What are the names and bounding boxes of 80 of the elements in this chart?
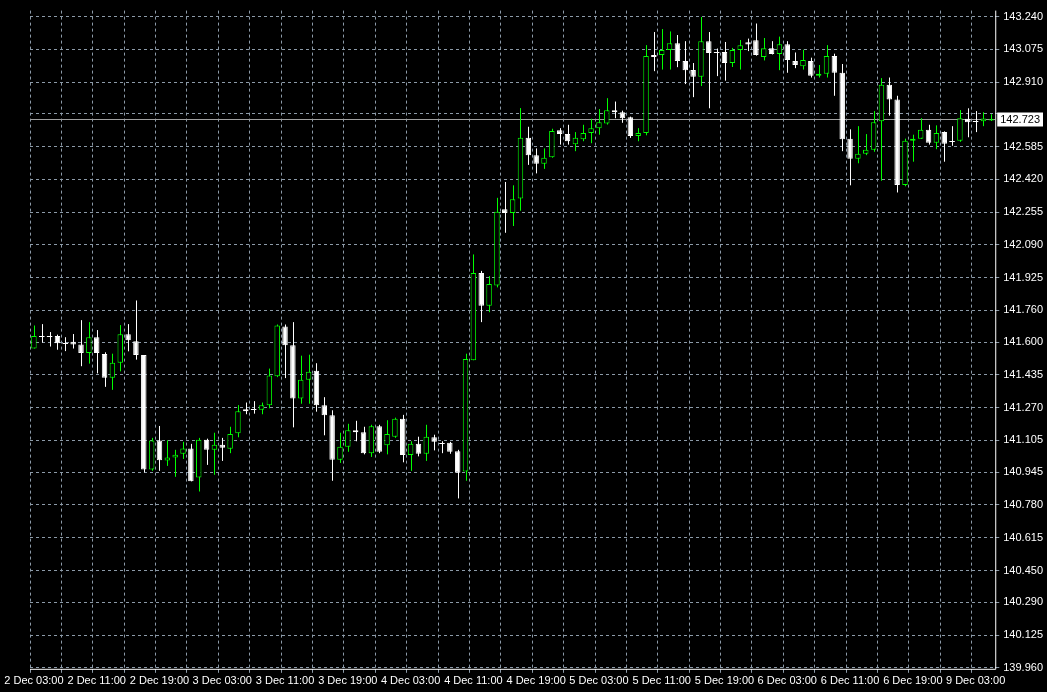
x-tick-label: 3 Dec 03:00	[192, 674, 252, 687]
candlestick	[486, 275, 492, 313]
candlestick	[713, 48, 720, 77]
candlestick	[533, 147, 539, 174]
candlestick	[46, 331, 53, 348]
candlestick	[384, 419, 390, 455]
x-tick-label: 4 Dec 19:00	[506, 674, 566, 687]
candlestick	[957, 109, 963, 143]
candlestick	[855, 125, 861, 164]
x-tick-label: 2 Dec 19:00	[129, 674, 190, 687]
candlestick	[282, 324, 288, 379]
candlestick	[847, 128, 853, 186]
candlestick	[541, 147, 547, 170]
candlestick	[690, 62, 696, 98]
y-tick-label: 141.270	[1003, 400, 1043, 413]
y-tick-label: 143.240	[1003, 9, 1043, 22]
y-tick-label: 141.925	[1003, 270, 1043, 283]
x-tick-label: 4 Dec 11:00	[444, 674, 503, 687]
candlestick	[211, 432, 218, 476]
candlestick	[706, 31, 712, 109]
candlestick	[235, 404, 241, 438]
y-tick-label: 142.255	[1003, 205, 1043, 218]
x-tick-label: 4 Dec 03:00	[380, 674, 441, 687]
y-tick-label: 140.125	[1003, 628, 1043, 641]
candlestick	[219, 437, 226, 462]
candlestick	[948, 125, 956, 147]
candlestick	[604, 97, 610, 126]
y-tick-label: 140.615	[1003, 530, 1043, 543]
candlestick	[250, 400, 257, 415]
candlestick	[588, 118, 594, 144]
candlestick	[753, 23, 759, 57]
candlestick	[125, 323, 131, 352]
candlestick	[863, 133, 869, 156]
candlestick	[172, 449, 178, 478]
y-tick-label: 140.290	[1003, 595, 1043, 608]
y-tick-label: 140.450	[1003, 563, 1043, 576]
candlestick	[62, 336, 69, 352]
candlestick	[596, 108, 602, 136]
x-tick-label: 6 Dec 03:00	[757, 674, 817, 687]
y-tick-label: 140.945	[1003, 465, 1043, 478]
x-tick-label: 9 Dec 03:00	[945, 674, 1006, 687]
y-tick-label: 141.760	[1003, 303, 1043, 316]
candlestick	[78, 319, 84, 367]
x-tick-label: 3 Dec 11:00	[255, 674, 315, 687]
y-tick-label: 140.780	[1003, 498, 1043, 511]
y-tick-label: 142.090	[1003, 237, 1043, 250]
x-tick-label: 2 Dec 11:00	[67, 674, 126, 687]
x-tick-label: 2 Dec 03:00	[4, 674, 64, 687]
candlestick	[164, 439, 171, 467]
candlestick	[658, 28, 665, 71]
x-tick-label: 5 Dec 03:00	[569, 674, 629, 687]
candlestick	[737, 39, 743, 71]
x-tick-label: 3 Dec 19:00	[318, 674, 378, 687]
candlestick	[392, 417, 398, 439]
y-tick-label: 142.910	[1003, 75, 1043, 88]
candlestick	[227, 426, 233, 454]
x-tick-label: 6 Dec 11:00	[820, 674, 880, 687]
candlestick	[941, 130, 947, 163]
candlestick	[808, 57, 814, 79]
ref-line-label: 142.723	[1000, 112, 1040, 125]
candlestick	[337, 432, 343, 464]
x-tick-label: 5 Dec 19:00	[694, 674, 755, 687]
candlestick	[133, 299, 139, 361]
y-tick-label: 141.600	[1003, 335, 1043, 348]
candlestick	[376, 424, 382, 454]
candlestick	[972, 110, 979, 133]
candlestick	[438, 440, 446, 454]
candlestick	[502, 181, 508, 234]
x-tick-label: 6 Dec 19:00	[883, 674, 943, 687]
y-tick-label: 142.420	[1003, 172, 1043, 185]
y-tick-label: 141.435	[1003, 367, 1043, 380]
y-tick-label: 143.075	[1003, 42, 1043, 55]
candlestick	[345, 423, 351, 453]
candlestick	[38, 323, 46, 344]
candlestick	[800, 49, 806, 71]
y-tick-label: 139.960	[1003, 660, 1043, 673]
y-tick-label: 142.585	[1003, 139, 1043, 152]
x-tick-label: 5 Dec 11:00	[632, 674, 691, 687]
y-tick-label: 141.105	[1003, 433, 1043, 446]
candlestick	[86, 321, 92, 365]
